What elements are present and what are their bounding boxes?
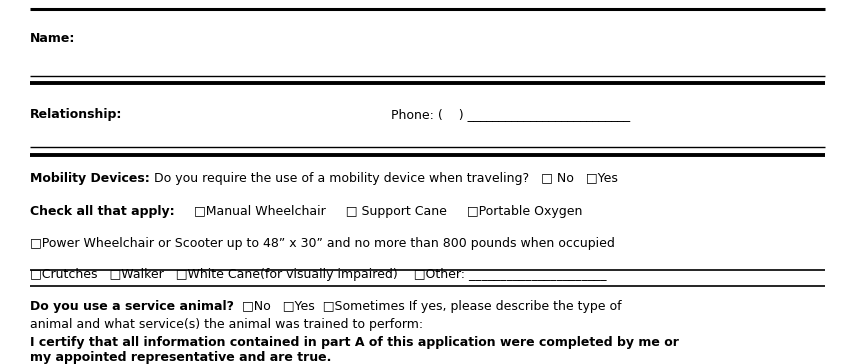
Text: Mobility Devices:: Mobility Devices: [30, 172, 150, 185]
Text: my appointed representative and are true.: my appointed representative and are true… [30, 351, 332, 364]
Text: Name:: Name: [30, 32, 75, 45]
Text: Do you use a service animal?: Do you use a service animal? [30, 300, 234, 313]
Text: □Power Wheelchair or Scooter up to 48” x 30” and no more than 800 pounds when oc: □Power Wheelchair or Scooter up to 48” x… [30, 237, 615, 250]
Text: □Manual Wheelchair     □ Support Cane     □Portable Oxygen: □Manual Wheelchair □ Support Cane □Porta… [174, 205, 583, 218]
Text: Check all that apply:: Check all that apply: [30, 205, 174, 218]
Text: Phone: (    ) __________________________: Phone: ( ) __________________________ [391, 108, 630, 121]
Text: animal and what service(s) the animal was trained to perform:: animal and what service(s) the animal wa… [30, 318, 422, 331]
Text: □No   □Yes  □Sometimes If yes, please describe the type of: □No □Yes □Sometimes If yes, please descr… [234, 300, 621, 313]
Text: Relationship:: Relationship: [30, 108, 122, 121]
Text: Do you require the use of a mobility device when traveling?   □ No   □Yes: Do you require the use of a mobility dev… [150, 172, 617, 185]
Text: □Crutches   □Walker   □White Cane(for visually impaired)    □Other: ____________: □Crutches □Walker □White Cane(for visual… [30, 268, 606, 281]
Text: I certify that all information contained in part A of this application were comp: I certify that all information contained… [30, 336, 678, 349]
